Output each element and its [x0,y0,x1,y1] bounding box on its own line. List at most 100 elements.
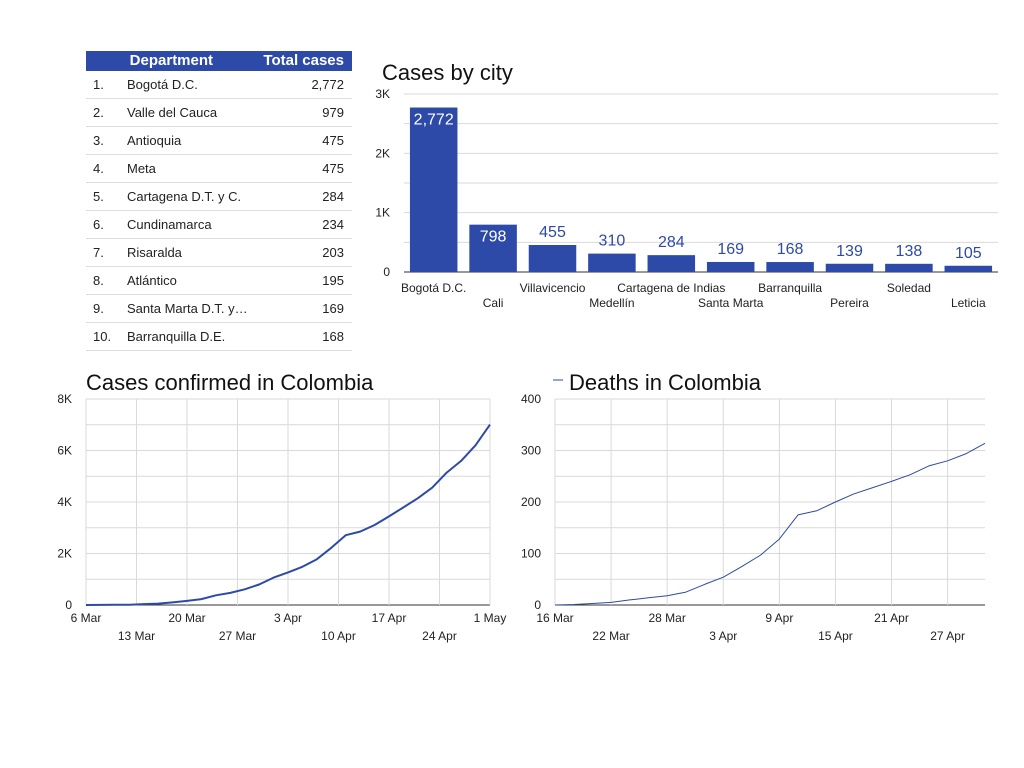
header-department[interactable]: Department [86,51,257,71]
row-total: 2,772 [256,71,352,99]
table-row[interactable]: 2. Valle del Cauca 979 [86,98,352,127]
x-tick-label: Leticia [951,296,986,310]
x-tick-label: Pereira [830,296,869,310]
x-tick-label: 10 Apr [321,629,356,643]
y-tick-label: 1K [375,206,390,220]
row-department: Barranquilla D.E. [127,322,257,351]
x-tick-label: 21 Apr [874,611,909,625]
row-rank: 9. [86,294,127,323]
y-tick-label: 6K [57,444,72,458]
table-row[interactable]: 5. Cartagena D.T. y C. 284 [86,182,352,211]
y-tick-label: 0 [383,265,390,279]
row-department: Risaralda [127,238,257,267]
x-tick-label: Villavicencio [520,281,586,295]
y-tick-label: 2K [57,547,72,561]
bar [409,107,458,272]
bar-data-label: 169 [717,241,744,258]
x-tick-label: 27 Mar [219,629,256,643]
y-tick-label: 100 [521,547,541,561]
row-total: 284 [256,182,352,211]
y-tick-label: 400 [521,392,541,406]
row-department: Atlántico [127,266,257,295]
y-tick-label: 300 [521,444,541,458]
bar [944,265,993,272]
y-tick-label: 0 [534,598,541,612]
bar-data-label: 455 [539,224,566,241]
x-tick-label: Soledad [887,281,931,295]
x-tick-label: 9 Apr [765,611,793,625]
y-tick-label: 2K [375,146,390,160]
table-row[interactable]: 7. Risaralda 203 [86,238,352,267]
bar-data-label: 284 [658,234,685,251]
row-total: 203 [256,238,352,267]
row-rank: 2. [86,98,127,127]
bar-data-label: 139 [836,243,863,260]
table-row[interactable]: 3. Antioquia 475 [86,126,352,155]
department-table-panel: Department Total cases 1. Bogotá D.C. 2,77… [86,51,352,351]
table-row[interactable]: 8. Atlántico 195 [86,266,352,295]
x-tick-label: 6 Mar [71,611,102,625]
row-total: 475 [256,154,352,183]
chart-title: Deaths in Colombia [569,370,762,395]
table-row[interactable]: 4. Meta 475 [86,154,352,183]
row-total: 168 [256,322,352,351]
bar [885,263,933,272]
row-rank: 3. [86,126,127,155]
x-tick-label: 17 Apr [372,611,407,625]
x-tick-label: 3 Apr [709,629,737,643]
row-department: Cundinamarca [127,210,257,239]
bar-data-label: 105 [955,245,982,262]
x-tick-label: Medellín [589,296,634,310]
table-row[interactable]: 1. Bogotá D.C. 2,772 [86,71,352,99]
chart-title: Cases by city [382,60,513,85]
y-tick-label: 0 [65,598,72,612]
row-department: Antioquia [127,126,257,155]
bar [647,255,696,272]
x-tick-label: 15 Apr [818,629,853,643]
table-row[interactable]: 6. Cundinamarca 234 [86,210,352,239]
row-department: Santa Marta D.T. y… [127,294,257,323]
bar [766,262,814,272]
bar-data-label: 2,772 [414,112,454,129]
bar-data-label: 138 [896,243,923,260]
row-rank: 7. [86,238,127,267]
x-tick-label: 3 Apr [274,611,302,625]
bar-data-label: 168 [777,241,804,258]
bar [469,224,517,272]
row-rank: 1. [86,71,127,99]
y-tick-label: 3K [375,87,390,101]
x-tick-label: 16 Mar [536,611,573,625]
row-total: 475 [256,126,352,155]
x-tick-label: Santa Marta [698,296,764,310]
chart-title: Cases confirmed in Colombia [86,370,374,395]
row-total: 979 [256,98,352,127]
x-tick-label: 24 Apr [422,629,457,643]
bar-data-label: 310 [599,233,626,250]
bar [588,253,636,272]
table-row[interactable]: 10. Barranquilla D.E. 168 [86,322,352,351]
y-tick-label: 200 [521,495,541,509]
x-tick-label: Barranquilla [758,281,822,295]
y-tick-label: 4K [57,495,72,509]
x-tick-label: 1 May [474,611,507,625]
row-department: Cartagena D.T. y C. [127,182,257,211]
series-line [554,442,986,606]
header-total-cases[interactable]: Total cases [256,51,352,71]
row-department: Valle del Cauca [127,98,257,127]
row-rank: 4. [86,154,127,183]
y-tick-label: 8K [57,392,72,406]
table-header-row: Department Total cases [86,51,352,71]
bar [528,245,577,272]
bar [825,263,874,272]
row-total: 195 [256,266,352,295]
row-rank: 6. [86,210,127,239]
x-tick-label: 27 Apr [930,629,965,643]
x-tick-label: 28 Mar [648,611,685,625]
x-tick-label: 20 Mar [168,611,205,625]
row-rank: 8. [86,266,127,295]
x-tick-label: 22 Mar [592,629,629,643]
x-tick-label: Cartagena de Indias [617,281,725,295]
table-row[interactable]: 9. Santa Marta D.T. y… 169 [86,294,352,323]
x-tick-label: Cali [483,296,504,310]
bar [706,261,755,272]
